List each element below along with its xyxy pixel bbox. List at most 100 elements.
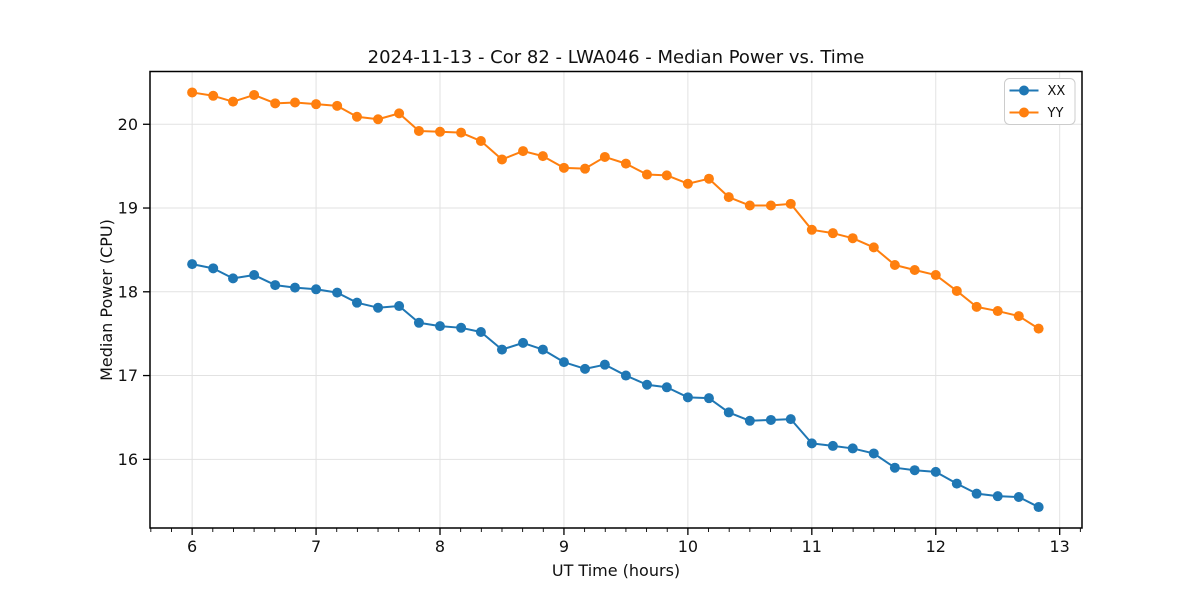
data-point-xx <box>661 382 672 393</box>
legend-label-yy: YY <box>1047 106 1064 121</box>
data-point-xx <box>744 415 755 426</box>
x-tick-label: 10 <box>678 537 698 556</box>
legend-sample-marker <box>1019 85 1029 96</box>
series-layer <box>187 87 1044 513</box>
data-point-xx <box>332 287 343 298</box>
legend-box: XX YY <box>1004 78 1076 125</box>
y-tick-label: 20 <box>118 115 138 134</box>
data-point-xx <box>951 478 962 489</box>
data-point-xx <box>889 462 900 473</box>
data-point-yy <box>373 114 384 125</box>
data-point-xx <box>290 282 301 293</box>
grid-layer <box>150 71 1082 528</box>
data-point-xx <box>413 317 424 328</box>
data-point-xx <box>228 273 239 284</box>
y-tick-label: 17 <box>118 366 138 385</box>
data-point-yy <box>351 111 362 122</box>
legend-sample-marker <box>1019 107 1029 118</box>
data-point-yy <box>537 151 548 162</box>
data-point-xx <box>270 280 281 291</box>
data-point-yy <box>394 108 405 119</box>
data-point-yy <box>1013 311 1024 322</box>
x-tick-label: 12 <box>926 537 946 556</box>
data-point-xx <box>992 491 1003 502</box>
data-point-xx <box>827 440 838 451</box>
data-point-yy <box>682 178 693 189</box>
data-point-yy <box>558 162 569 173</box>
x-tick-label: 13 <box>1050 537 1070 556</box>
data-point-yy <box>827 228 838 239</box>
data-point-yy <box>208 90 219 101</box>
data-point-yy <box>599 151 610 162</box>
data-point-xx <box>847 443 858 454</box>
data-point-xx <box>703 393 714 404</box>
data-point-yy <box>228 96 239 107</box>
data-point-yy <box>311 99 322 110</box>
chart-title: 2024-11-13 - Cor 82 - LWA046 - Median Po… <box>368 47 865 68</box>
axis-layer: 6 7 8 9 10 11 12 13 16 17 18 19 20 <box>118 70 1083 556</box>
y-tick-label: 18 <box>118 282 138 301</box>
data-point-xx <box>1033 502 1044 513</box>
data-point-yy <box>785 198 796 209</box>
data-point-xx <box>496 344 507 355</box>
data-point-yy <box>703 173 714 184</box>
data-point-yy <box>580 163 591 174</box>
data-point-xx <box>909 465 920 476</box>
data-point-yy <box>868 242 879 253</box>
data-point-xx <box>806 438 817 449</box>
plot-border <box>149 70 1083 529</box>
data-point-yy <box>496 154 507 165</box>
data-point-xx <box>682 392 693 403</box>
data-point-xx <box>208 263 219 274</box>
data-point-xx <box>456 322 467 333</box>
x-tick-label: 9 <box>559 537 569 556</box>
data-point-yy <box>435 126 446 137</box>
x-tick-label: 8 <box>435 537 445 556</box>
data-point-xx <box>868 448 879 459</box>
data-point-yy <box>661 170 672 181</box>
x-axis-label: UT Time (hours) <box>552 561 680 580</box>
data-point-yy <box>456 127 467 138</box>
data-point-xx <box>620 370 631 381</box>
data-point-yy <box>332 100 343 111</box>
data-point-xx <box>537 344 548 355</box>
data-point-xx <box>971 488 982 499</box>
data-point-xx <box>765 414 776 425</box>
data-point-xx <box>580 363 591 374</box>
data-point-xx <box>641 379 652 390</box>
data-point-yy <box>744 200 755 211</box>
data-point-yy <box>1033 323 1044 334</box>
data-point-xx <box>930 466 941 477</box>
data-point-xx <box>394 301 405 312</box>
x-tick-label: 7 <box>311 537 321 556</box>
data-point-yy <box>847 233 858 244</box>
data-point-xx <box>599 359 610 370</box>
data-point-yy <box>765 200 776 211</box>
data-point-yy <box>518 146 529 157</box>
data-point-xx <box>475 327 486 337</box>
x-tick-label: 6 <box>187 537 197 556</box>
data-point-xx <box>351 297 362 308</box>
data-point-xx <box>435 321 446 332</box>
data-point-xx <box>373 302 384 313</box>
data-point-yy <box>290 97 301 108</box>
data-point-xx <box>187 259 198 270</box>
data-point-yy <box>413 125 424 136</box>
data-point-yy <box>971 301 982 312</box>
data-point-xx <box>311 284 322 295</box>
data-point-yy <box>889 259 900 270</box>
data-point-xx <box>249 270 260 281</box>
data-point-yy <box>951 285 962 296</box>
data-point-yy <box>249 89 260 100</box>
data-point-yy <box>475 136 486 147</box>
legend-label-xx: XX <box>1048 84 1066 99</box>
data-point-xx <box>1013 492 1024 503</box>
data-point-yy <box>620 158 631 169</box>
data-point-xx <box>558 357 569 368</box>
data-point-xx <box>518 337 529 348</box>
data-point-xx <box>785 414 796 425</box>
data-point-yy <box>806 224 817 235</box>
data-point-yy <box>723 192 734 203</box>
